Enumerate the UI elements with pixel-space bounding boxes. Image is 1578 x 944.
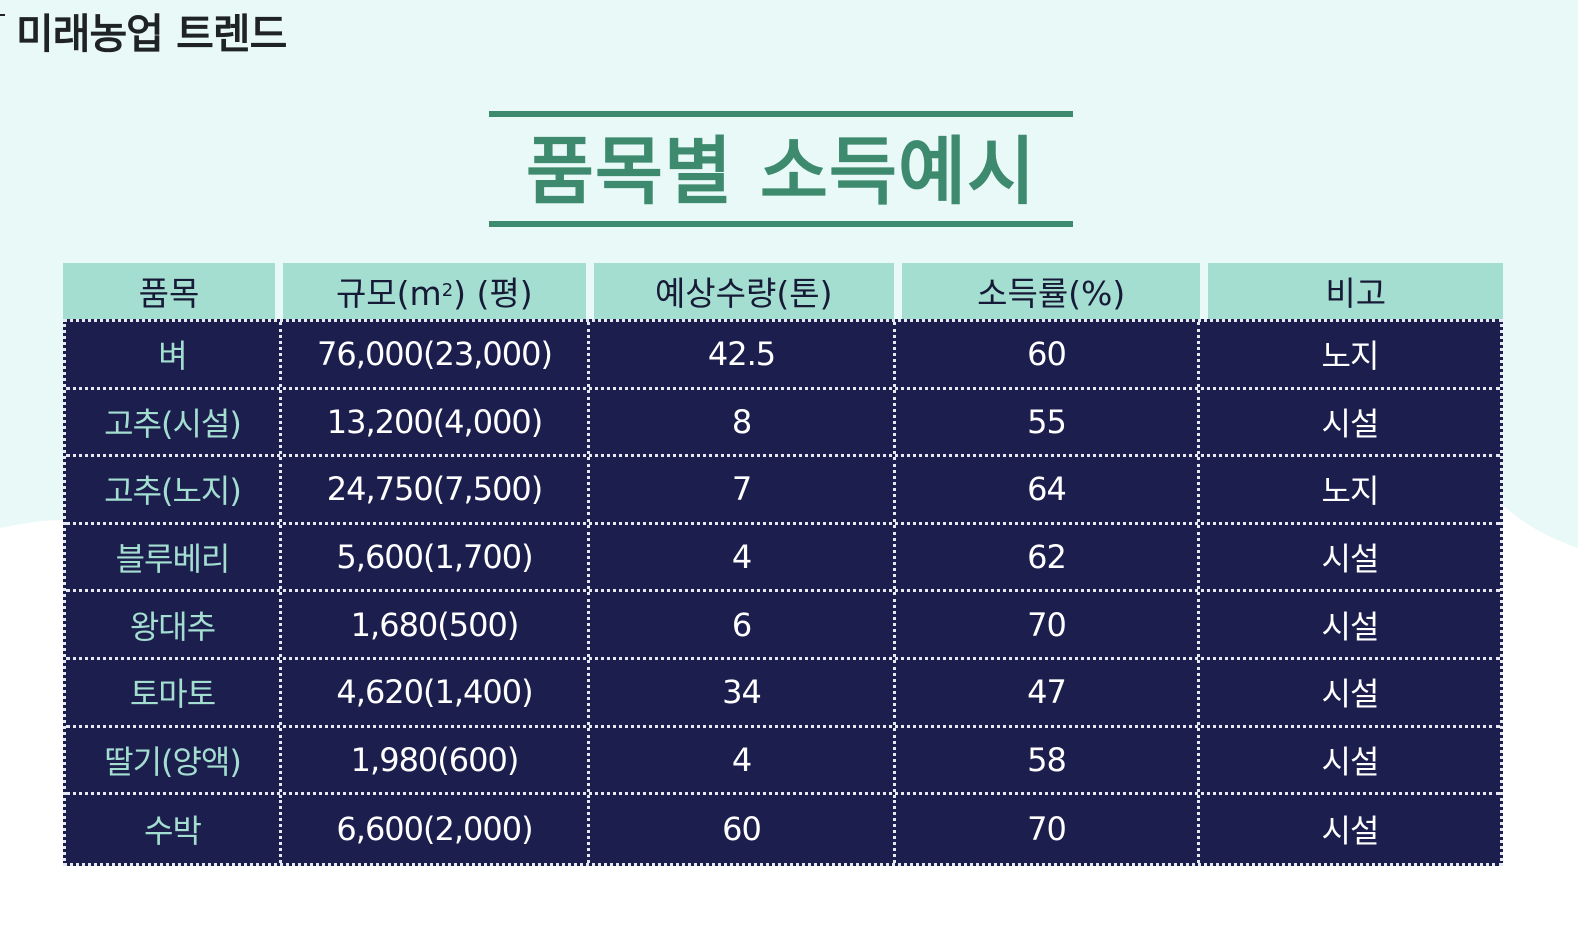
cell-yield: 4 [590,524,896,590]
cell-margin: 70 [896,592,1200,657]
cell-margin: 58 [896,727,1200,793]
cell-item: 토마토 [66,659,282,725]
table-row: 블루베리 5,600(1,700) 4 62 시설 [66,524,1500,593]
cell-note: 노지 [1321,472,1380,511]
table-row: 벼 76,000(23,000) 42.5 60 노지 [66,322,1500,390]
cell-scale: 6,600(2,000) [282,795,590,863]
cell-scale: 13,200(4,000) [282,389,590,455]
cell-yield: 6 [590,592,896,657]
slide-title-block: 품목별 소득예시 [489,111,1073,229]
cell-scale: 1,680(500) [282,592,590,657]
cell-margin: 47 [896,659,1200,725]
cell-margin: 70 [896,795,1200,863]
table-row: 토마토 4,620(1,400) 34 47 시설 [66,659,1500,728]
table-body: 벼 76,000(23,000) 42.5 60 노지 고추(시설) 13,20… [63,319,1503,866]
cell-item: 고추(시설) [66,389,282,455]
table-row: 딸기(양액) 1,980(600) 4 58 시설 [66,727,1500,796]
table-row: 고추(노지) 24,750(7,500) 7 64 노지 [66,457,1500,525]
cell-yield: 4 [590,727,896,793]
cell-item: 벼 [66,322,282,387]
brand-title: 미래농업 트렌드 [16,10,287,58]
cell-margin: 64 [896,457,1200,522]
cell-margin: 60 [896,322,1200,387]
title-rule-top [489,111,1073,117]
cell-yield: 8 [590,389,896,455]
cell-note: 노지 [1321,337,1380,376]
title-rule-bottom [489,221,1073,227]
cell-yield: 60 [590,795,896,863]
corner-mark [0,14,5,16]
table-header: 품목 규모(m 2) (평) 예상수량(톤) 소득률(%) 비고 [63,263,1503,319]
cell-item: 수박 [66,795,282,863]
table-row: 수박 6,600(2,000) 60 70 시설 [66,795,1500,863]
table-row: 고추(시설) 13,200(4,000) 8 55 시설 [66,389,1500,458]
cell-yield: 34 [590,659,896,725]
cell-note: 시설 [1321,675,1380,714]
cell-scale: 1,980(600) [282,727,590,793]
cell-scale: 4,620(1,400) [282,659,590,725]
slide-title: 품목별 소득예시 [525,129,1037,215]
cell-scale: 5,600(1,700) [282,524,590,590]
header-margin: 소득률(%) [901,263,1201,319]
cell-note: 시설 [1321,607,1380,646]
header-scale-pre: 규모(m [335,274,442,313]
header-scale: 규모(m 2) (평) [283,263,586,319]
header-item: 품목 [63,263,276,319]
cell-yield: 7 [590,457,896,522]
cell-note: 시설 [1321,811,1380,850]
header-scale-post: ) (평) [453,274,533,313]
cell-item: 블루베리 [66,524,282,590]
income-table: 품목 규모(m 2) (평) 예상수량(톤) 소득률(%) 비고 벼 76,000… [63,263,1503,866]
cell-note: 시설 [1321,540,1380,579]
cell-margin: 55 [896,389,1200,455]
cell-item: 딸기(양액) [66,727,282,793]
cell-item: 왕대추 [66,592,282,657]
header-yield: 예상수량(톤) [593,263,894,319]
cell-yield: 42.5 [590,322,896,387]
cell-margin: 62 [896,524,1200,590]
cell-note: 시설 [1321,404,1380,443]
cell-scale: 76,000(23,000) [282,322,590,387]
cell-note: 시설 [1321,742,1380,781]
cell-scale: 24,750(7,500) [282,457,590,522]
table-row: 왕대추 1,680(500) 6 70 시설 [66,592,1500,660]
cell-item: 고추(노지) [66,457,282,522]
header-note: 비고 [1208,263,1503,319]
